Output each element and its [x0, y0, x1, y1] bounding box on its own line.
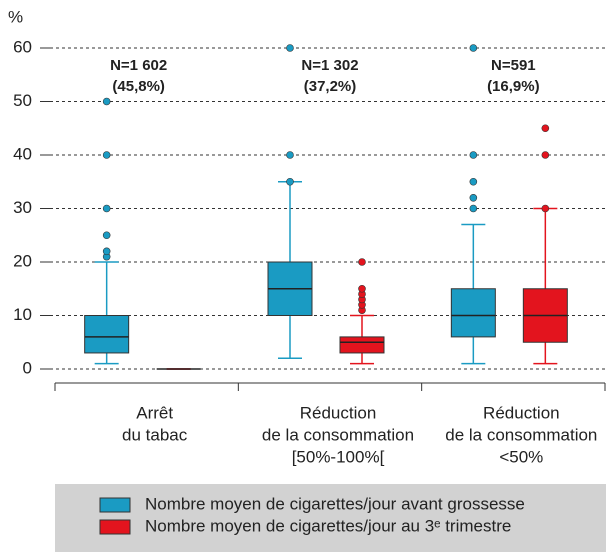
outlier: [102, 97, 111, 106]
legend-swatch: [99, 497, 131, 513]
outlier: [469, 194, 478, 202]
outlier: [541, 151, 550, 159]
x-tick-label: du tabac: [122, 425, 188, 444]
outlier: [541, 124, 550, 133]
x-tick-label: [50%-100%[: [292, 447, 385, 466]
y-tick-label: 60: [13, 37, 32, 56]
legend-label: Nombre moyen de cigarettes/jour au 3ᵉ tr…: [145, 516, 511, 535]
outlier: [286, 151, 294, 159]
outlier: [102, 151, 111, 159]
annotation: (45,8%): [112, 78, 165, 95]
box: [450, 288, 496, 338]
y-tick-label: 50: [13, 91, 32, 110]
outlier: [102, 231, 111, 240]
outlier: [358, 284, 366, 293]
legend-swatch: [99, 519, 131, 535]
y-tick-label: 10: [13, 305, 32, 324]
legend-box: [55, 484, 606, 552]
outlier: [102, 247, 111, 256]
y-tick-label: 0: [23, 358, 32, 377]
outlier: [286, 177, 294, 186]
annotation: (37,2%): [304, 78, 357, 95]
outlier: [469, 177, 478, 186]
x-tick-label: Réduction: [300, 403, 377, 422]
y-tick-label: 40: [13, 144, 32, 163]
y-tick-label: 20: [13, 251, 32, 270]
box: [84, 315, 130, 354]
x-tick-label: de la consommation: [445, 425, 597, 444]
y-tick-label: 30: [13, 198, 32, 217]
outlier: [541, 204, 550, 213]
outlier: [358, 258, 366, 266]
outlier: [469, 204, 478, 213]
annotation: N=1 302: [301, 57, 358, 74]
legend-label: Nombre moyen de cigarettes/jour avant gr…: [145, 494, 525, 513]
x-tick-label: Réduction: [483, 403, 560, 422]
x-tick-label: <50%: [499, 447, 543, 466]
outlier: [469, 151, 478, 159]
x-tick-label: Arrêt: [136, 403, 173, 422]
annotation: N=1 602: [110, 57, 167, 74]
annotation: N=591: [491, 57, 536, 74]
y-axis-label: %: [8, 7, 23, 26]
outlier: [286, 44, 294, 52]
outlier: [469, 44, 478, 52]
x-tick-label: de la consommation: [262, 425, 414, 444]
outlier: [102, 204, 111, 213]
box: [339, 336, 385, 354]
annotation: (16,9%): [487, 78, 540, 95]
